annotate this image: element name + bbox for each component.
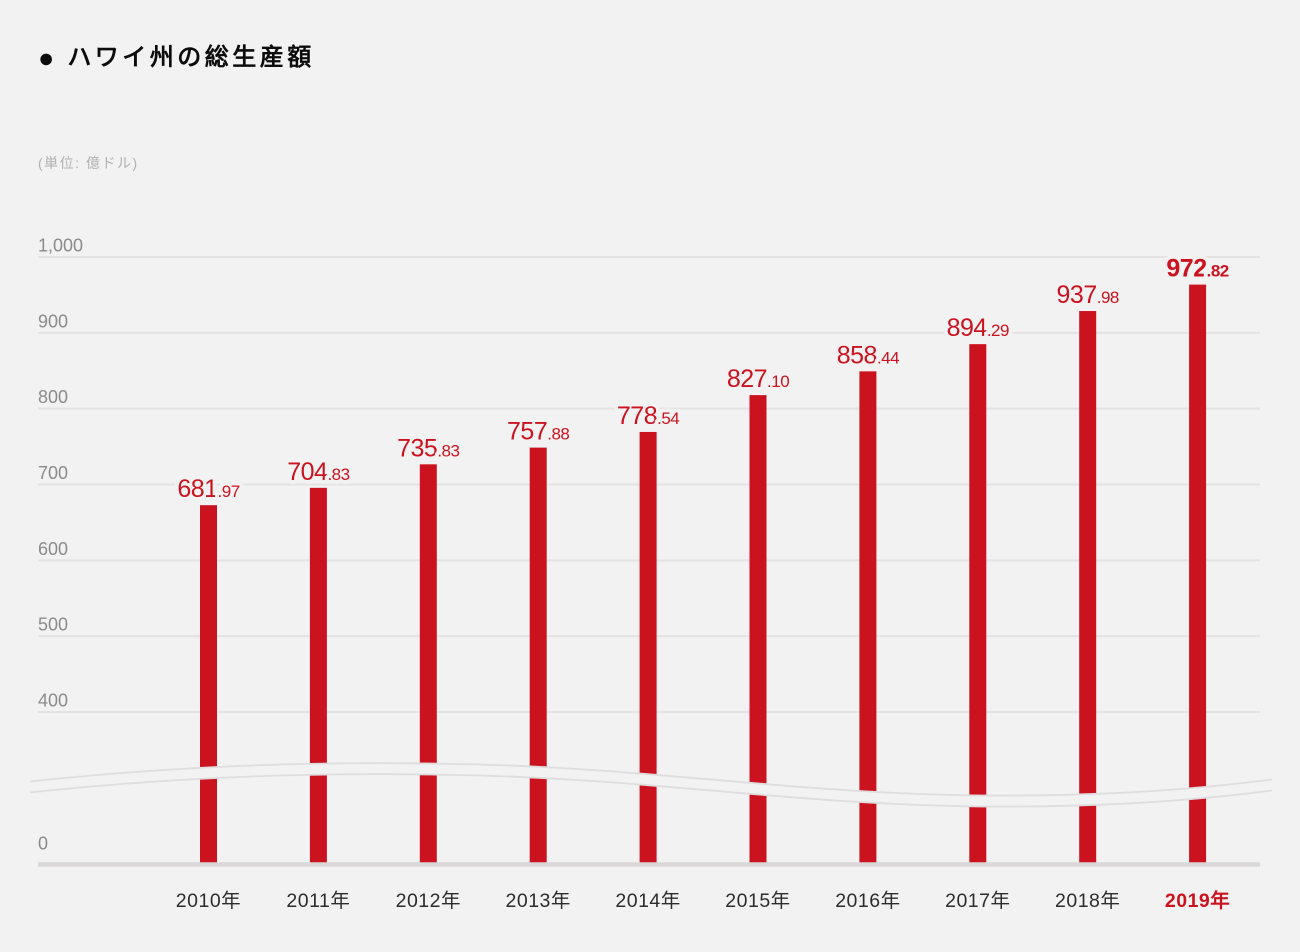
- bar-2014年: [639, 431, 657, 867]
- x-tick-2011年: 2011年: [286, 890, 350, 912]
- x-tick-2017年: 2017年: [945, 890, 1010, 912]
- bar-2010年: [200, 505, 217, 867]
- y-tick-700: 700: [38, 463, 68, 483]
- x-tick-2013年: 2013年: [506, 890, 571, 912]
- bar-2018年: [1079, 311, 1097, 867]
- value-label-2012年: 735.83: [397, 434, 459, 462]
- value-label-2014年: 778.54: [617, 402, 679, 430]
- bar-2016年: [859, 371, 877, 867]
- value-label-2010年: 681.97: [177, 475, 239, 503]
- x-tick-2012年: 2012年: [396, 890, 461, 912]
- y-tick-800: 800: [38, 387, 68, 407]
- y-tick-1,000: 1,000: [38, 236, 83, 256]
- value-label-2016年: 858.44: [837, 341, 899, 369]
- bar-2017年: [969, 344, 987, 867]
- bar-2015年: [749, 395, 767, 867]
- axis-break-lower-line: [29, 773, 1273, 808]
- bullet-icon: ●: [38, 42, 55, 73]
- y-tick-900: 900: [38, 311, 68, 331]
- y-tick-400: 400: [38, 691, 68, 711]
- axis-break-band: [29, 763, 1273, 807]
- bar-2012年: [419, 464, 437, 867]
- bar-2019年: [1189, 284, 1207, 867]
- x-tick-2016年: 2016年: [835, 890, 900, 912]
- x-tick-2010年: 2010年: [176, 890, 241, 912]
- value-label-2019年: 972.82: [1166, 255, 1228, 283]
- page-title-text: ハワイ州の総生産額: [67, 44, 315, 71]
- y-tick-500: 500: [38, 615, 68, 635]
- x-tick-2019年: 2019年: [1165, 889, 1230, 912]
- bar-2013年: [529, 447, 547, 867]
- unit-label: (単位: 億ドル): [38, 155, 139, 171]
- x-tick-2014年: 2014年: [615, 890, 680, 912]
- x-tick-2018年: 2018年: [1055, 890, 1120, 912]
- page-title: ● ハワイ州の総生産額: [38, 44, 315, 73]
- value-label-2015年: 827.10: [727, 365, 789, 393]
- value-label-2017年: 894.29: [947, 314, 1009, 342]
- y-tick-600: 600: [38, 539, 68, 559]
- axis-break-upper-line: [29, 762, 1273, 797]
- value-label-2013年: 757.88: [507, 418, 569, 446]
- x-tick-2015年: 2015年: [725, 890, 790, 912]
- y-tick-0: 0: [38, 834, 48, 854]
- bar-2011年: [309, 487, 327, 867]
- value-label-2011年: 704.83: [287, 458, 349, 486]
- value-label-2018年: 937.98: [1057, 281, 1119, 309]
